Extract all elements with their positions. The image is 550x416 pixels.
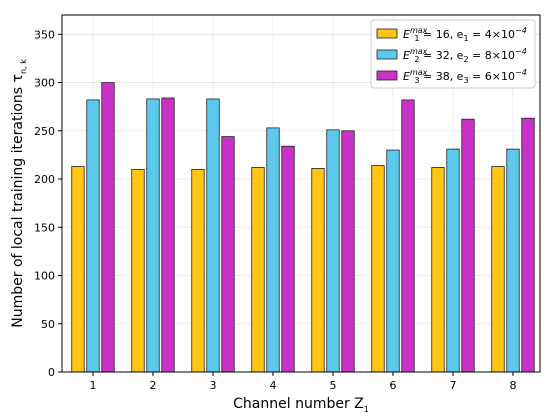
bar-series3-channel-2 (161, 97, 175, 373)
bar-series1-channel-8 (491, 166, 505, 373)
bars-group (71, 82, 535, 373)
legend-swatch-series3 (376, 70, 398, 81)
legend: Emax 1 = 16, e1 = 4×10−4 Emax 2 = 32, e2 = … (370, 19, 536, 89)
x-tick-label: 4 (270, 379, 277, 392)
bar-series2-channel-6 (386, 149, 400, 373)
x-tick-label: 1 (90, 379, 97, 392)
bar-series3-channel-6 (401, 99, 415, 373)
bar-series3-channel-3 (221, 136, 235, 373)
y-tick-label: 200 (34, 173, 55, 186)
x-tick-label: 5 (330, 379, 337, 392)
legend-label-series2: Emax 2 = 32, e2 = 8×10−4 (403, 47, 527, 64)
legend-label-series1: Emax 1 = 16, e1 = 4×10−4 (403, 26, 527, 43)
legend-swatch-series2 (376, 49, 398, 60)
bar-series3-channel-7 (461, 118, 475, 373)
bar-series2-channel-4 (266, 127, 280, 373)
y-tick-label: 50 (41, 318, 55, 331)
legend-swatch-series1 (376, 28, 398, 39)
legend-label-series3: Emax 3 = 38, e3 = 6×10−4 (403, 68, 527, 85)
bar-series2-channel-3 (206, 98, 220, 373)
bar-series2-channel-7 (446, 148, 460, 373)
bar-series3-channel-8 (521, 117, 535, 373)
plot-frame (61, 14, 541, 373)
y-tick-label: 300 (34, 77, 55, 90)
bar-series1-channel-5 (311, 168, 325, 373)
x-tick-label: 8 (510, 379, 517, 392)
x-axis-label: Channel number Z1 (233, 396, 369, 414)
x-axis-ticks: 1 2 3 4 5 6 7 8 (90, 372, 517, 392)
bar-series2-channel-8 (506, 148, 520, 373)
y-tick-label: 0 (48, 366, 55, 379)
x-tick-label: 6 (390, 379, 397, 392)
bar-series2-channel-1 (86, 99, 100, 373)
bar-series1-channel-6 (371, 165, 385, 373)
y-axis-ticks: 0 50 100 150 200 250 300 350 (34, 28, 62, 379)
y-tick-label: 350 (34, 28, 55, 41)
bar-series1-channel-2 (131, 168, 145, 373)
x-tick-label: 3 (210, 379, 217, 392)
bar-series1-channel-4 (251, 167, 265, 373)
y-tick-label: 150 (34, 221, 55, 234)
bar-series1-channel-3 (191, 168, 205, 373)
y-tick-label: 250 (34, 125, 55, 138)
x-tick-label: 2 (150, 379, 157, 392)
bar-series3-channel-5 (341, 130, 355, 373)
bar-series2-channel-2 (146, 98, 160, 373)
bar-series3-channel-1 (101, 82, 115, 373)
legend-box (370, 19, 536, 89)
bar-series3-channel-4 (281, 145, 295, 373)
bar-series1-channel-1 (71, 166, 85, 373)
bar-series1-channel-7 (431, 167, 445, 373)
y-axis-label: Number of local training iterations τn, … (10, 59, 28, 328)
bar-series2-channel-5 (326, 129, 340, 373)
y-tick-label: 100 (34, 270, 55, 283)
x-tick-label: 7 (450, 379, 457, 392)
